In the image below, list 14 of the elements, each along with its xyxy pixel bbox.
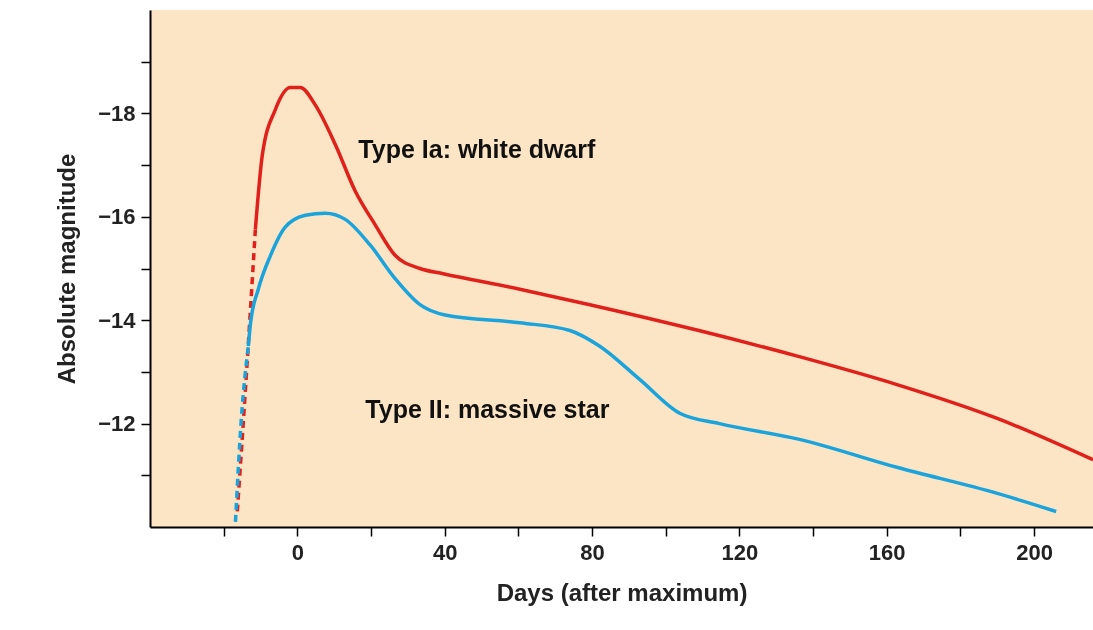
x-axis-title: Days (after maximum) [496, 578, 748, 606]
series-label: Type Ia: white dwarf [358, 134, 597, 163]
x-tick-label: 160 [868, 539, 906, 565]
series-label: Type II: massive star [365, 395, 610, 424]
x-tick-label: 80 [580, 539, 605, 565]
y-tick-label: −16 [98, 204, 136, 230]
x-tick-label: 120 [721, 539, 759, 565]
y-tick-label: −12 [98, 411, 136, 437]
x-tick-label: 0 [291, 539, 304, 565]
y-axis-title: Absolute magnitude [53, 153, 81, 385]
y-tick-label: −14 [98, 307, 137, 333]
y-tick-label: −18 [98, 100, 136, 126]
x-tick-label: 40 [432, 539, 458, 565]
x-tick-label: 200 [1016, 539, 1053, 565]
